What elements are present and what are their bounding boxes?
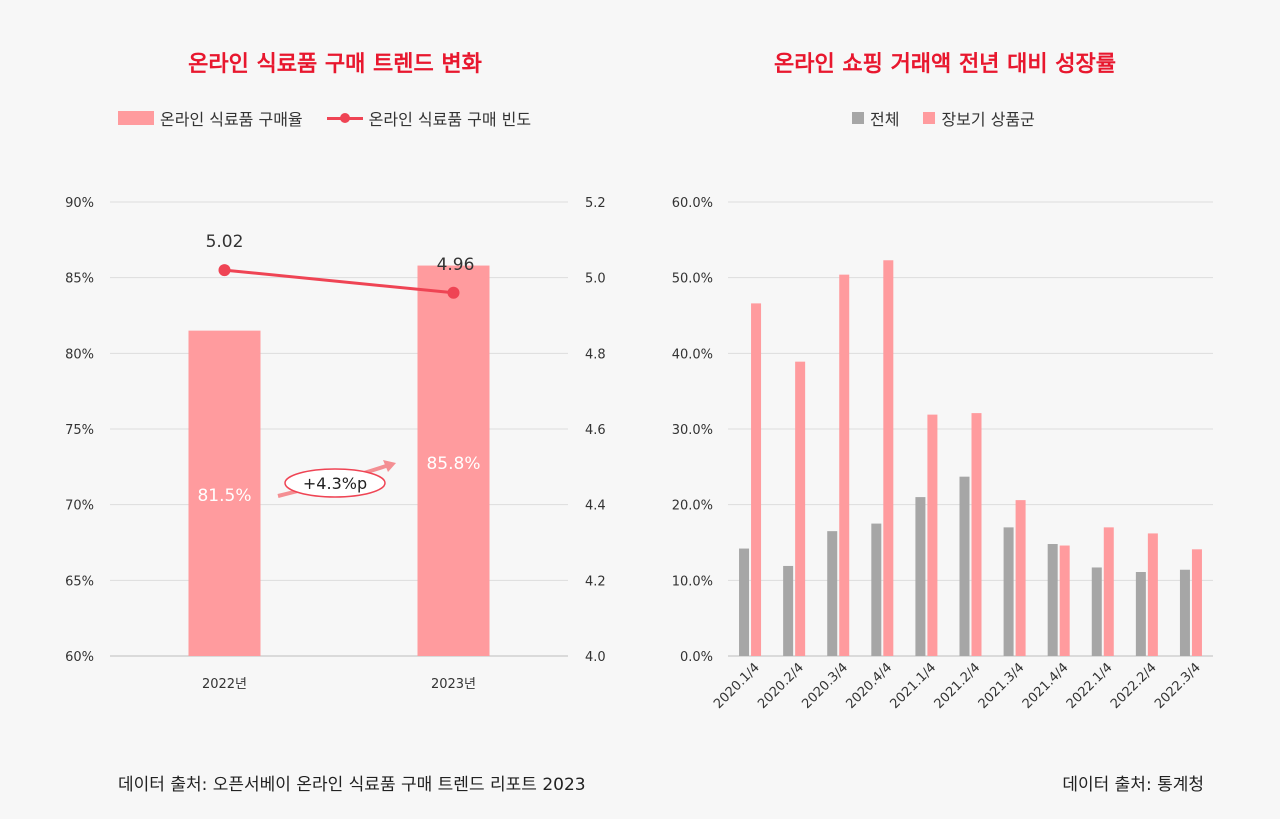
y-right-tick-label: 5.2 [585,196,606,211]
y-tick-label: 0.0% [680,650,713,665]
bar-grocery [839,274,850,656]
legend-label-purchase-rate: 온라인 식료품 구매율 [160,110,303,129]
right-chart-source: 데이터 출처: 통계청 [1062,775,1204,795]
y-left-tick-label: 75% [65,423,94,438]
line-value-label: 5.02 [206,232,244,252]
y-left-tick-label: 60% [65,650,94,665]
left-chart-title: 온라인 식료품 구매 트렌드 변화 [188,52,482,77]
legend-swatch-total [852,112,864,124]
bar-grocery [751,303,762,656]
line-purchase-frequency [224,268,454,295]
bar-total [1179,569,1190,656]
line-value-label: 4.96 [437,255,475,275]
y-right-tick-label: 4.0 [585,650,606,665]
bar-total [739,548,750,656]
left-chart-legend: 온라인 식료품 구매율 온라인 식료품 구매 빈도 [118,106,531,130]
bar-total [1135,572,1146,656]
bar-grocery [1147,533,1158,656]
bar-grocery [1103,527,1114,656]
y-tick-label: 10.0% [672,574,713,589]
bar-total [1047,544,1058,656]
legend-swatch-grocery [923,112,936,124]
legend-item-purchase-rate: 온라인 식료품 구매율 [118,106,303,130]
x-tick-label: 2022년 [202,677,247,692]
legend-swatch-bar [118,111,154,125]
bar-total [1091,567,1102,656]
x-tick-label: 2021.1/4 [888,660,940,712]
x-tick-label: 2020.2/4 [755,660,807,712]
x-tick-label: 2023년 [431,677,476,692]
bar-total [827,531,838,656]
bar-purchase-rate [417,265,490,656]
bar-grocery [1191,549,1202,656]
x-tick-label: 2021.3/4 [976,660,1028,712]
bar-grocery [927,414,938,656]
legend-item-purchase-frequency: 온라인 식료품 구매 빈도 [326,106,532,130]
bar-value-label: 85.8% [426,454,480,474]
line-point-purchase-frequency [447,286,460,299]
y-tick-label: 50.0% [672,272,713,287]
y-left-tick-label: 70% [65,499,94,514]
legend-label-grocery: 장보기 상품군 [941,110,1035,129]
legend-swatch-line [326,111,363,125]
y-tick-label: 30.0% [672,423,713,438]
legend-label-total: 전체 [870,110,900,129]
x-tick-label: 2021.4/4 [1020,660,1072,712]
y-tick-label: 60.0% [672,196,713,211]
y-right-tick-label: 4.6 [585,423,606,438]
bar-grocery [795,361,806,656]
bar-grocery [1015,500,1026,656]
y-right-tick-label: 4.4 [585,499,606,514]
legend-item-grocery: 장보기 상품군 [923,106,1035,130]
y-left-tick-label: 65% [65,574,94,589]
y-left-tick-label: 90% [65,196,94,211]
bar-grocery [1059,545,1070,656]
y-left-tick-label: 85% [65,272,94,287]
growth-annotation-label: +4.3%p [303,474,367,493]
y-left-tick-label: 80% [65,347,94,362]
legend-item-total: 전체 [852,106,899,130]
legend-label-purchase-frequency: 온라인 식료품 구매 빈도 [368,110,532,129]
bar-total [1003,527,1014,656]
right-chart-title: 온라인 쇼핑 거래액 전년 대비 성장률 [774,52,1116,77]
bar-grocery [971,413,982,656]
x-tick-label: 2022.1/4 [1064,660,1116,712]
growth-annotation-bubble [284,468,386,498]
y-right-tick-label: 4.2 [585,574,606,589]
right-chart-legend: 전체 장보기 상품군 [852,106,1035,130]
bar-value-label: 81.5% [197,486,251,506]
bar-purchase-rate [188,330,261,656]
x-tick-label: 2020.3/4 [799,660,851,712]
bar-total [871,523,882,656]
y-right-tick-label: 4.8 [585,347,606,362]
x-tick-label: 2022.2/4 [1108,660,1160,712]
bar-total [915,497,926,656]
growth-arrow-head [383,460,396,472]
line-point-purchase-frequency [218,264,231,277]
x-tick-label: 2020.1/4 [711,660,763,712]
bar-total [783,565,794,656]
bar-grocery [883,260,894,656]
left-chart-source: 데이터 출처: 오픈서베이 온라인 식료품 구매 트렌드 리포트 2023 [118,775,586,795]
y-tick-label: 20.0% [672,499,713,514]
bar-total [959,476,970,656]
y-right-tick-label: 5.0 [585,272,606,287]
y-tick-label: 40.0% [672,347,713,362]
x-tick-label: 2021.2/4 [932,660,984,712]
x-tick-label: 2020.4/4 [843,660,895,712]
x-tick-label: 2022.3/4 [1152,660,1204,712]
